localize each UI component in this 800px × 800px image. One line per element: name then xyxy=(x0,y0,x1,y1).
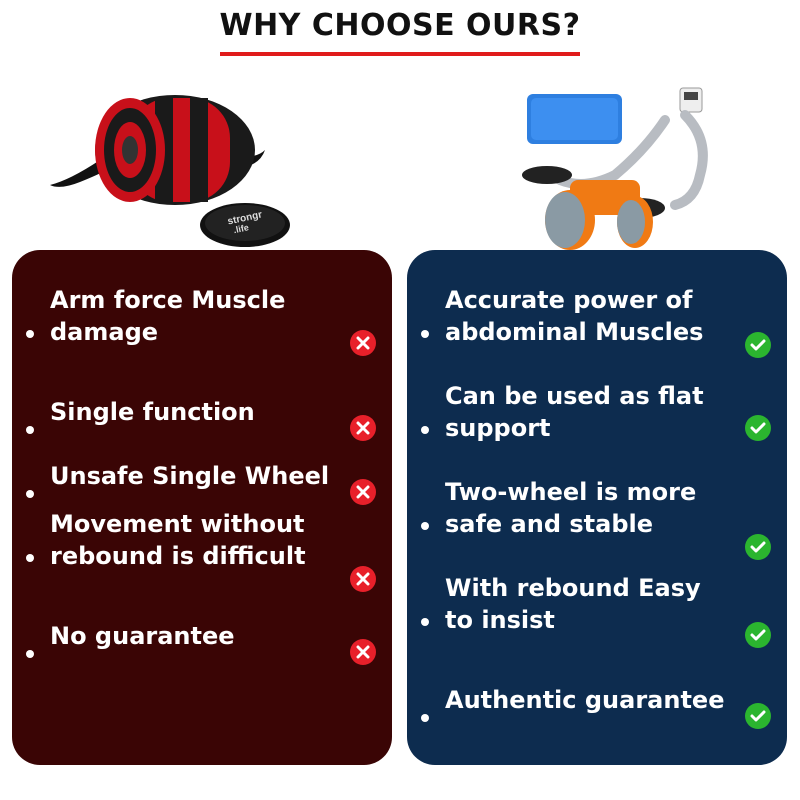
check-icon xyxy=(745,415,771,441)
elbow-support-ab-roller-image xyxy=(522,87,708,250)
list-item-text: No guarantee xyxy=(50,622,235,650)
x-icon xyxy=(350,330,376,356)
check-icon xyxy=(745,534,771,560)
list-item-text: Can be used as flat support xyxy=(445,382,704,442)
x-icon xyxy=(350,415,376,441)
x-icon xyxy=(350,639,376,665)
x-icon xyxy=(350,566,376,592)
list-item-text: Accurate power of abdominal Muscles xyxy=(445,286,704,346)
check-icon xyxy=(745,703,771,729)
check-icon xyxy=(745,332,771,358)
list-item-text: Two-wheel is more safe and stable xyxy=(445,478,697,538)
bullet-dot xyxy=(26,554,34,562)
list-item-text: With rebound Easy to insist xyxy=(445,574,701,634)
bullet-dot xyxy=(421,714,429,722)
check-icon xyxy=(745,622,771,648)
bullet-dot xyxy=(26,650,34,658)
bullet-dot xyxy=(421,522,429,530)
x-icon xyxy=(350,479,376,505)
list-item-text: Authentic guarantee xyxy=(445,686,725,714)
list-item-text: Unsafe Single Wheel xyxy=(50,462,330,490)
competitor-panel: Arm force Muscle damage Single function … xyxy=(12,250,392,765)
list-item-text: Movement without rebound is difficult xyxy=(50,510,306,570)
disc-brand-text: .life xyxy=(232,222,249,235)
bullet-dot xyxy=(421,330,429,338)
list-item-text: Single function xyxy=(50,398,255,426)
bullet-dot xyxy=(421,618,429,626)
bullet-dot xyxy=(26,490,34,498)
bullet-dot xyxy=(26,330,34,338)
bullet-dot xyxy=(421,426,429,434)
single-wheel-ab-roller-image: strongr .life xyxy=(50,95,290,247)
page-title: WHY CHOOSE OURS? xyxy=(219,8,581,43)
bullet-dot xyxy=(26,426,34,434)
list-item-text: Arm force Muscle damage xyxy=(50,286,286,346)
our-product-panel: Accurate power of abdominal Muscles Can … xyxy=(407,250,787,765)
title-underline xyxy=(220,52,580,56)
